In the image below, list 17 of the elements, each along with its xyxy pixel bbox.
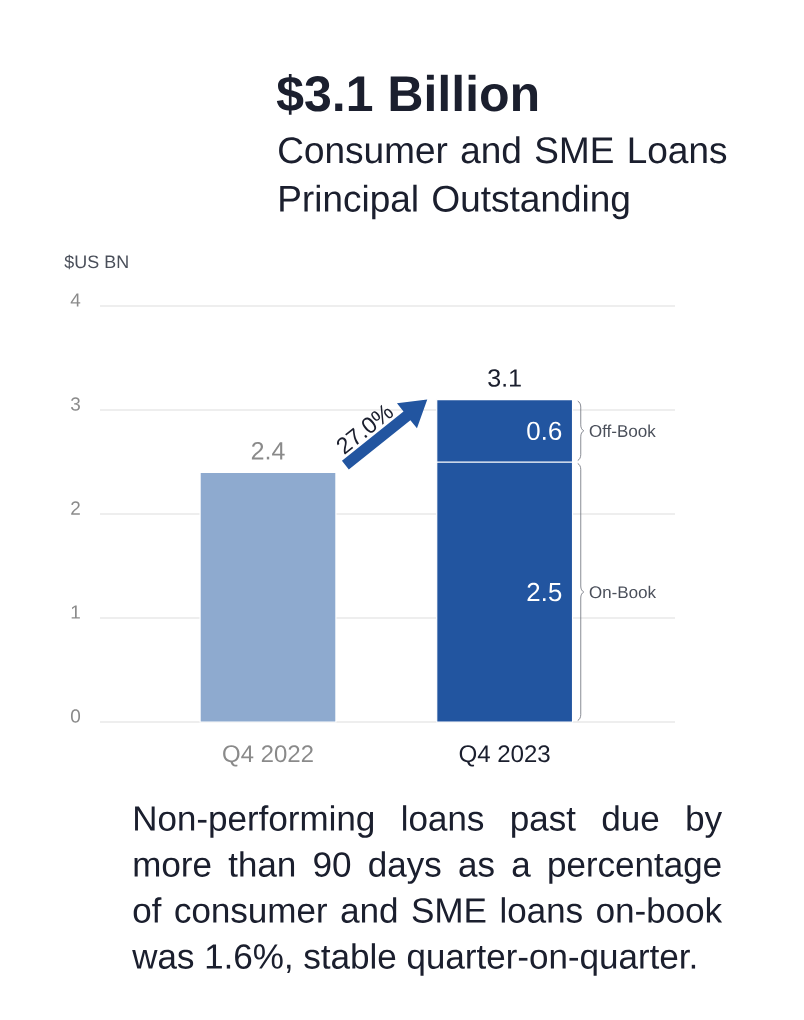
- data-label: 2.5: [527, 582, 562, 602]
- series-label: On-Book: [589, 585, 657, 599]
- x-tick-label: Q4 2023: [459, 745, 550, 767]
- y-tick-label: 3: [70, 397, 80, 411]
- total-label: 3.1: [488, 369, 521, 387]
- y-tick-label: 1: [71, 605, 80, 619]
- data-label: 0.6: [527, 421, 562, 441]
- x-tick-label: Q4 2022: [223, 745, 313, 767]
- text: Non-performing loans past due by more than 90 days as a percentage of consumer and SME loans on-book was 1.6%, stable quarter-on-quarter.: [132, 805, 723, 976]
- y-axis-title: $US BN: [64, 254, 128, 270]
- series-label: Off-Book: [589, 424, 656, 438]
- chart-title: $3.1 Billion: [276, 73, 538, 115]
- chart-subtitle: Consumer and SME Loans Principal Outstanding: [279, 136, 727, 220]
- y-tick-label: 4: [70, 293, 81, 307]
- total-label: 2.4: [251, 441, 285, 460]
- y-tick-label: 2: [71, 501, 80, 515]
- y-tick-label: 0: [70, 709, 81, 723]
